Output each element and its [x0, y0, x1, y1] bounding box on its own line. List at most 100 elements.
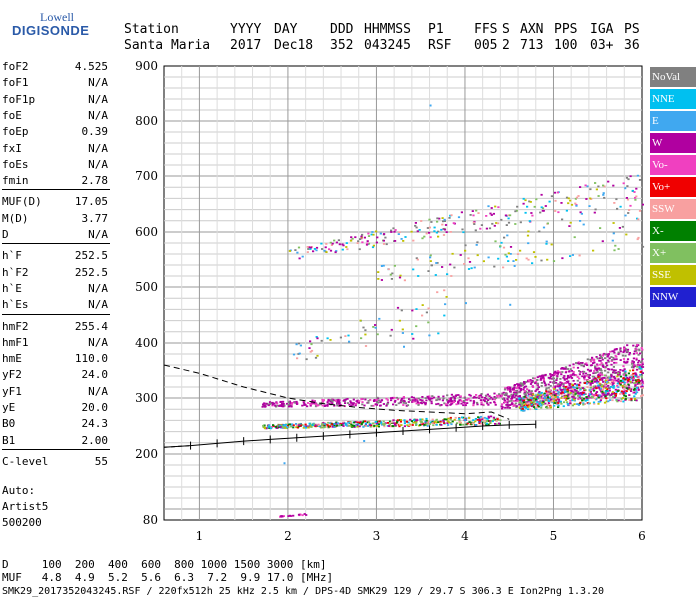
hdr-yyyy: YYYY — [230, 22, 262, 37]
echo-point — [313, 423, 316, 426]
echo-point — [524, 385, 527, 388]
echo-point — [573, 386, 576, 389]
echo-point — [401, 332, 404, 334]
echo-point — [518, 406, 521, 409]
echo-point — [555, 398, 558, 401]
echo-point — [628, 394, 631, 396]
echo-point — [497, 206, 500, 209]
echo-point — [411, 333, 414, 335]
echo-point — [472, 402, 475, 405]
autoscaling-label: Auto: — [2, 484, 36, 497]
echo-point — [487, 403, 490, 406]
echo-point — [297, 425, 300, 428]
echo-point — [506, 398, 509, 400]
echo-point — [566, 390, 569, 392]
echo-point — [403, 419, 406, 422]
echo-point — [555, 393, 558, 395]
echo-point — [447, 399, 450, 402]
echo-point — [297, 513, 301, 516]
echo-point — [448, 217, 451, 219]
echo-point — [442, 421, 445, 423]
echo-point — [622, 391, 625, 393]
echo-point — [354, 404, 357, 407]
echo-point — [540, 375, 543, 378]
echo-point — [500, 241, 503, 244]
echo-point — [633, 389, 636, 391]
echo-point — [519, 389, 522, 392]
echo-point — [346, 423, 349, 426]
echo-point — [378, 317, 381, 320]
echo-point — [541, 401, 544, 404]
echo-point — [633, 365, 636, 367]
echo-point — [624, 378, 627, 381]
echo-point — [489, 212, 492, 215]
echo-point — [472, 404, 475, 407]
echo-point — [426, 425, 429, 427]
echo-point — [576, 366, 580, 369]
echo-point — [589, 382, 592, 384]
echo-point — [631, 365, 634, 367]
echo-point — [597, 375, 600, 378]
param-name: foEs — [2, 157, 29, 171]
echo-point — [589, 386, 593, 389]
echo-point — [442, 234, 446, 236]
echo-point — [594, 208, 597, 211]
echo-point — [328, 248, 331, 251]
echo-point — [308, 422, 311, 425]
echo-point — [299, 344, 302, 347]
echo-point — [635, 399, 638, 402]
echo-point — [467, 397, 470, 400]
param-name: foF1 — [2, 76, 29, 90]
echo-point — [395, 396, 398, 399]
echo-point — [604, 390, 607, 393]
echo-point — [369, 423, 372, 425]
echo-point — [532, 251, 536, 253]
echo-point — [530, 390, 533, 392]
echo-point — [479, 420, 483, 423]
echo-point — [420, 220, 423, 222]
echo-point — [599, 372, 602, 374]
echo-point — [599, 363, 602, 366]
echo-point — [641, 245, 645, 248]
echo-point — [555, 377, 559, 380]
echo-point — [389, 425, 392, 428]
param-row-foe: foE N/A — [2, 109, 108, 123]
echo-point — [578, 370, 581, 372]
echo-point — [507, 396, 510, 398]
echo-point — [554, 370, 557, 373]
echo-point — [634, 372, 637, 375]
echo-point — [625, 176, 628, 179]
echo-point — [309, 403, 312, 406]
echo-point — [321, 401, 324, 404]
echo-point — [601, 363, 604, 366]
echo-point — [552, 391, 555, 393]
echo-point — [598, 359, 601, 362]
echo-point — [361, 241, 364, 244]
param-value: 110.0 — [74, 352, 108, 366]
echo-point — [505, 392, 508, 395]
echo-point — [421, 304, 424, 306]
echo-point — [586, 386, 589, 388]
echo-point — [622, 397, 625, 399]
echo-point — [519, 398, 522, 401]
echo-point — [447, 424, 450, 426]
echo-point — [490, 415, 493, 418]
echo-point — [504, 387, 507, 390]
echo-point — [280, 515, 284, 517]
echo-point — [611, 384, 614, 386]
echo-point — [600, 377, 603, 380]
echo-point — [537, 386, 540, 389]
echo-point — [565, 196, 569, 199]
echo-point — [564, 399, 568, 401]
echo-point — [529, 392, 533, 395]
param-row-fof1: foF1 N/A — [2, 76, 108, 90]
echo-point — [479, 399, 482, 401]
echo-point — [419, 424, 422, 426]
echo-point — [381, 423, 385, 425]
echo-point — [587, 402, 590, 405]
echo-point — [537, 397, 540, 400]
echo-point — [363, 440, 366, 442]
echo-point — [563, 375, 566, 377]
echo-point — [305, 358, 308, 361]
param-name: foEp — [2, 125, 29, 139]
